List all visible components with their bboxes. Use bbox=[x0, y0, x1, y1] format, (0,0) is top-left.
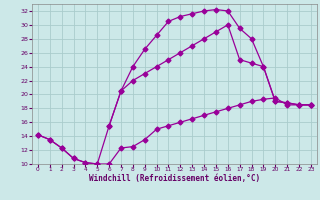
X-axis label: Windchill (Refroidissement éolien,°C): Windchill (Refroidissement éolien,°C) bbox=[89, 174, 260, 183]
